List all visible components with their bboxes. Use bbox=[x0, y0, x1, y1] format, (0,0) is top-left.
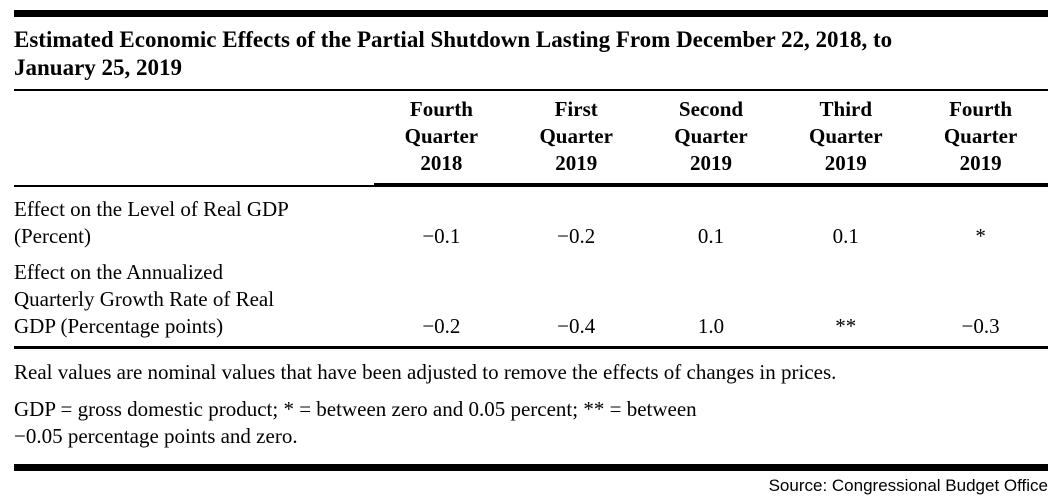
header-rule bbox=[14, 183, 1048, 187]
cell-value: 0.1 bbox=[832, 224, 859, 248]
cell-value: ** bbox=[835, 314, 857, 338]
cell-value: −0.3 bbox=[961, 314, 1000, 338]
footnote-definitions: GDP = gross domestic product; * = betwee… bbox=[14, 397, 697, 448]
table-row: Effect on the Level of Real GDP (Percent… bbox=[14, 196, 1048, 250]
column-header-q1-2019: First Quarter 2019 bbox=[539, 97, 613, 175]
cell-value: 1.0 bbox=[697, 314, 725, 338]
cell-value: −0.2 bbox=[422, 314, 461, 338]
table-row: Effect on the Annualized Quarterly Growt… bbox=[14, 259, 1048, 340]
title-rule bbox=[14, 89, 1048, 91]
header-rule-thick-segment bbox=[374, 183, 1048, 187]
header-rule-thin-segment bbox=[14, 185, 374, 187]
table-title: Estimated Economic Effects of the Partia… bbox=[14, 27, 893, 80]
footnote-real-values: Real values are nominal values that have… bbox=[14, 360, 837, 384]
source-attribution: Source: Congressional Budget Office bbox=[768, 476, 1048, 495]
row-label-gdp-level: Effect on the Level of Real GDP (Percent… bbox=[14, 197, 289, 248]
row-label-gdp-growth-rate: Effect on the Annualized Quarterly Growt… bbox=[14, 260, 275, 338]
row-label-column-spacer bbox=[14, 91, 374, 183]
column-header-q3-2019: Third Quarter 2019 bbox=[809, 97, 883, 175]
cell-value: −0.1 bbox=[422, 224, 461, 248]
cell-value: * bbox=[975, 224, 986, 248]
column-header-q4-2018: Fourth Quarter 2018 bbox=[404, 97, 479, 175]
column-header-q4-2019: Fourth Quarter 2019 bbox=[943, 97, 1018, 175]
column-header-q2-2019: Second Quarter 2019 bbox=[674, 97, 748, 175]
cell-value: 0.1 bbox=[697, 224, 725, 248]
table-bottom-rule bbox=[14, 346, 1048, 349]
header-row: Fourth Quarter 2018 First Quarter 2019 S… bbox=[14, 91, 1048, 183]
cell-value: −0.2 bbox=[557, 224, 596, 248]
cell-value: −0.4 bbox=[557, 314, 596, 338]
bottom-rule bbox=[14, 464, 1048, 471]
top-rule bbox=[14, 10, 1048, 17]
